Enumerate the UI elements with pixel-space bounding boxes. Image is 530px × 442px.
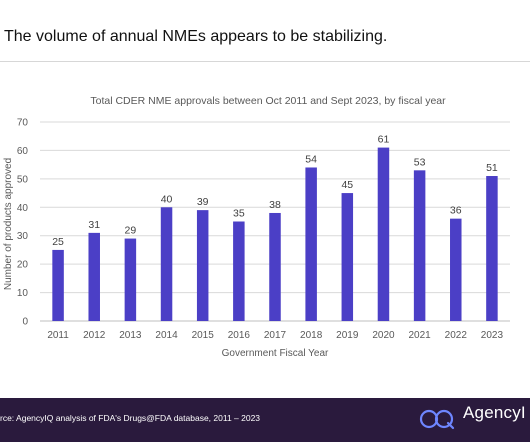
data-label-2016: 35 xyxy=(233,208,245,220)
bar-2017 xyxy=(269,212,281,321)
bar-2014 xyxy=(160,207,173,321)
y-tick-label: 20 xyxy=(17,260,29,271)
y-tick-label: 70 xyxy=(17,118,29,129)
agencyiq-logo-icon xyxy=(419,409,455,430)
bar-2018 xyxy=(305,167,317,321)
bar-2022 xyxy=(450,218,462,321)
x-tick-label-2015: 2015 xyxy=(192,330,215,341)
data-label-2017: 38 xyxy=(269,199,281,211)
bar-2020 xyxy=(377,147,390,321)
bar-2011 xyxy=(52,249,64,321)
chart-title: Total CDER NME approvals between Oct 201… xyxy=(90,95,446,107)
footer-bar: rce: AgencyIQ analysis of FDA's Drugs@FD… xyxy=(0,398,530,442)
x-tick-label-2019: 2019 xyxy=(336,330,359,341)
x-tick-label-2022: 2022 xyxy=(445,330,468,341)
data-label-2023: 51 xyxy=(486,162,498,174)
data-label-2011: 25 xyxy=(52,236,64,248)
x-tick-label-2016: 2016 xyxy=(228,330,251,341)
bar-chart: Total CDER NME approvals between Oct 201… xyxy=(3,95,510,359)
y-tick-label: 40 xyxy=(17,203,29,214)
slide-headline: The volume of annual NMEs appears to be … xyxy=(4,28,388,45)
data-labels: 25 31 29 40 39 35 38 54 45 61 53 36 51 xyxy=(52,134,498,248)
x-tick-label-2018: 2018 xyxy=(300,330,323,341)
bar-2013 xyxy=(124,238,137,321)
bar-2015 xyxy=(196,210,209,321)
y-tick-label: 10 xyxy=(17,288,29,299)
brand-name: AgencyI xyxy=(463,403,526,422)
gridlines xyxy=(40,121,510,322)
data-label-2012: 31 xyxy=(88,219,100,231)
x-tick-label-2011: 2011 xyxy=(47,330,69,341)
x-tick-label-2013: 2013 xyxy=(119,330,142,341)
data-label-2021: 53 xyxy=(414,156,426,168)
bar-2023 xyxy=(486,176,498,321)
data-label-2022: 36 xyxy=(450,205,462,217)
y-tick-label: 30 xyxy=(17,231,29,242)
data-label-2015: 39 xyxy=(197,196,209,208)
x-tick-label-2017: 2017 xyxy=(264,330,287,341)
data-label-2019: 45 xyxy=(341,179,353,191)
bars xyxy=(52,147,498,321)
y-tick-label: 50 xyxy=(17,174,29,185)
bar-2012 xyxy=(88,232,100,321)
y-tick-label: 60 xyxy=(17,146,29,157)
bar-2019 xyxy=(341,193,354,321)
y-axis-ticks: 0 10 20 30 40 50 60 70 xyxy=(17,118,29,328)
data-label-2013: 29 xyxy=(125,225,137,237)
x-axis-label: Government Fiscal Year xyxy=(222,348,329,359)
data-label-2014: 40 xyxy=(161,193,173,205)
bar-2021 xyxy=(413,170,426,321)
data-label-2020: 61 xyxy=(378,134,390,146)
x-axis-ticks: 2011 2012 2013 2014 2015 2016 2017 2018 2019 2020… xyxy=(47,330,503,341)
header-divider xyxy=(0,61,530,62)
bar-2016 xyxy=(233,221,245,321)
source-note: rce: AgencyIQ analysis of FDA's Drugs@FD… xyxy=(0,413,261,423)
y-axis-label: Number of products approved xyxy=(3,158,14,290)
data-label-2018: 54 xyxy=(305,153,317,165)
x-tick-label-2012: 2012 xyxy=(83,330,106,341)
x-tick-label-2023: 2023 xyxy=(481,330,504,341)
y-tick-label: 0 xyxy=(22,317,28,328)
x-tick-label-2021: 2021 xyxy=(408,330,431,341)
x-tick-label-2014: 2014 xyxy=(155,330,178,341)
x-tick-label-2020: 2020 xyxy=(372,330,395,341)
